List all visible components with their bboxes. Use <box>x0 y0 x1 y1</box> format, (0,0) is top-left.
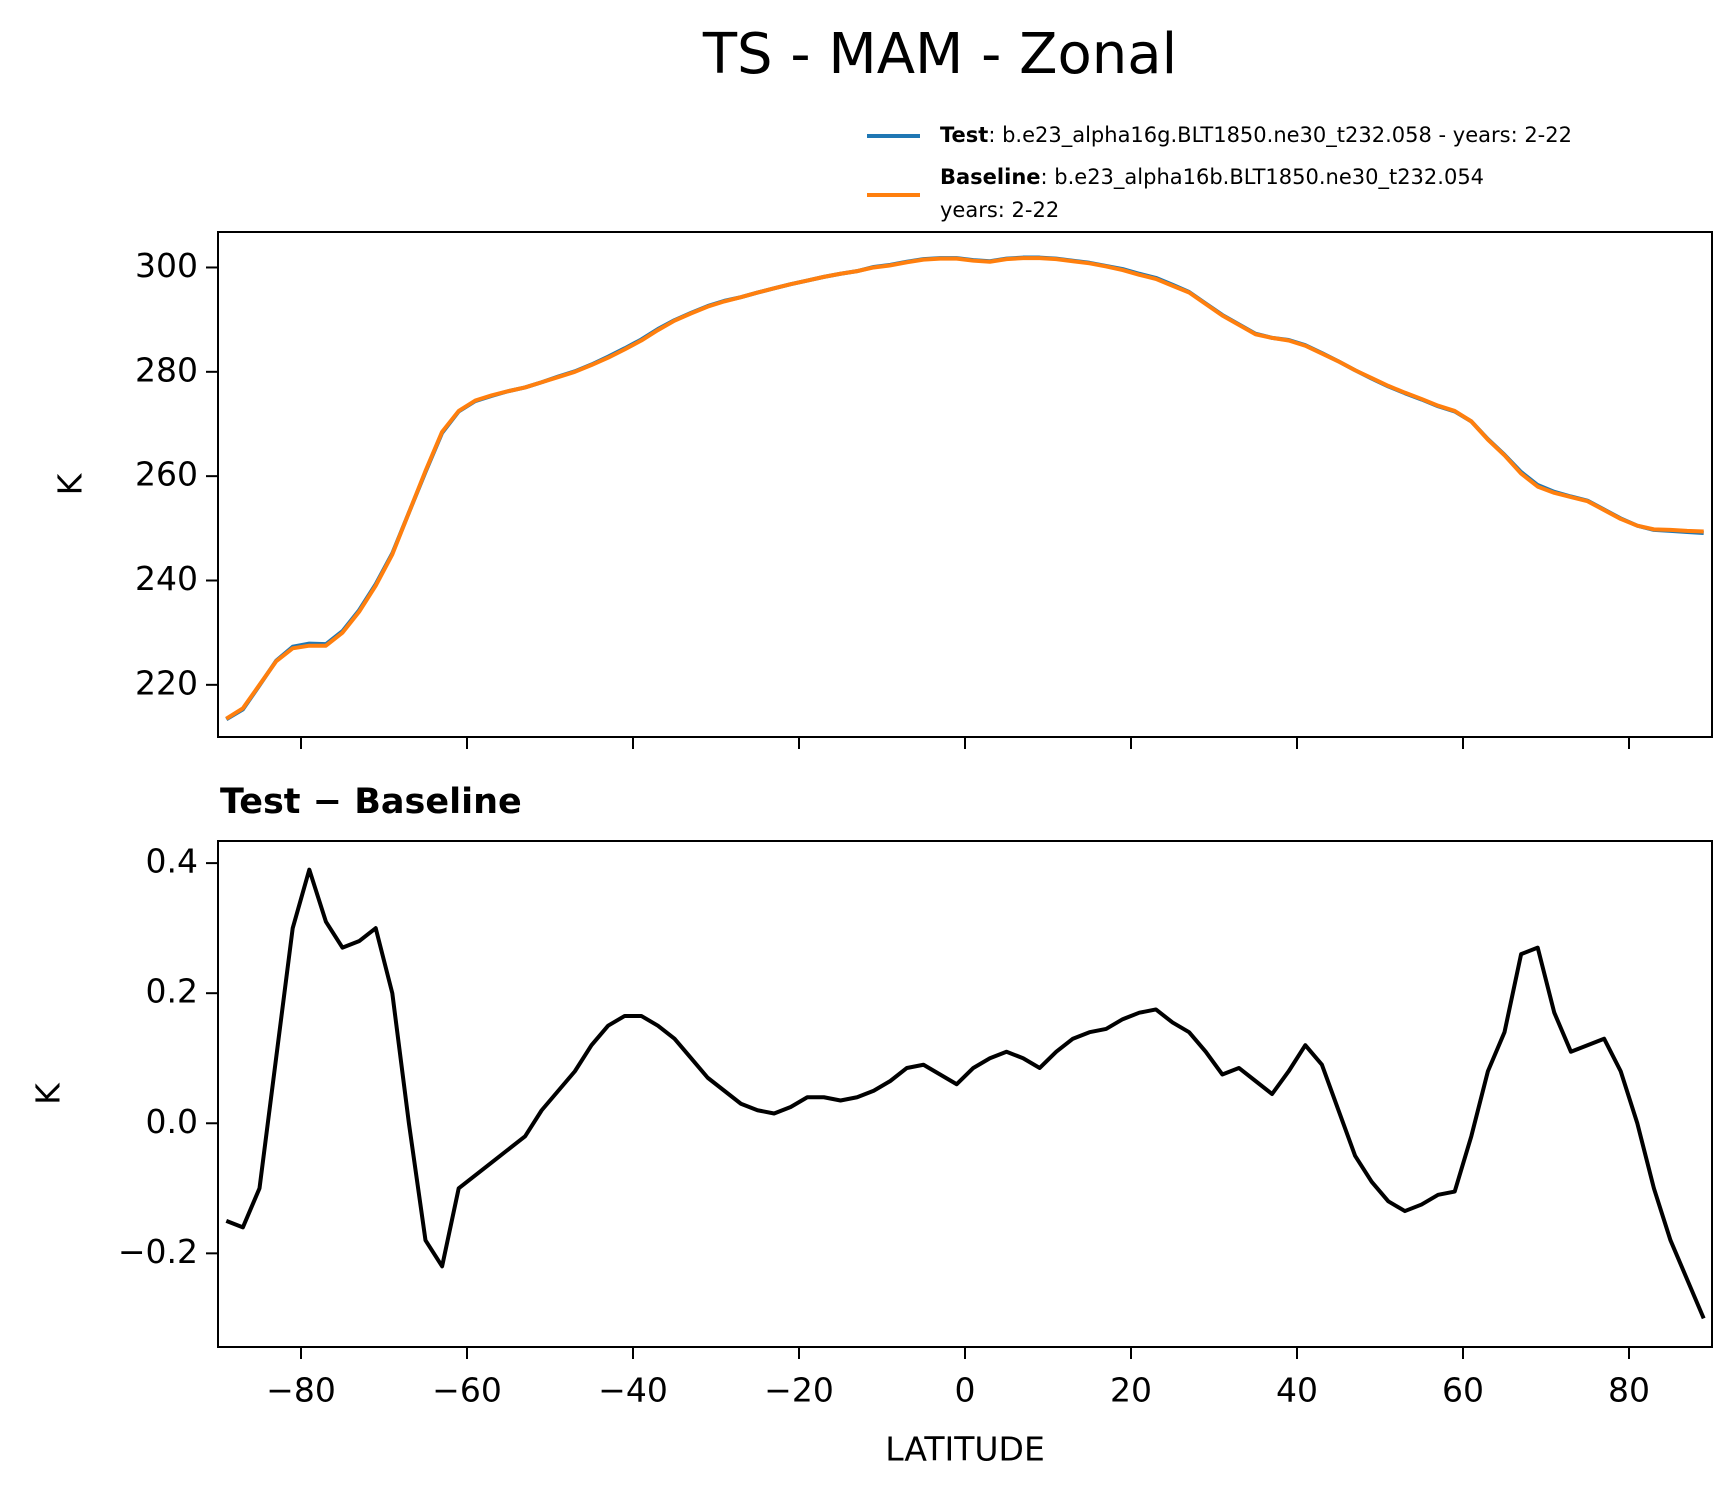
y-axis-label: K <box>51 472 90 495</box>
y-axis-label: K <box>29 1082 68 1105</box>
x-tick-label: 0 <box>955 1371 976 1410</box>
y-tick-label: 220 <box>135 663 198 702</box>
figure-title: TS - MAM - Zonal <box>702 22 1177 87</box>
legend-entry: Baseline: b.e23_alpha16b.BLT1850.ne30_t2… <box>940 165 1484 190</box>
legend-name: Test <box>940 123 988 147</box>
axes-frame <box>217 840 1713 1348</box>
x-tick-label: −80 <box>266 1371 336 1410</box>
legend-entry: Test: b.e23_alpha16g.BLT1850.ne30_t232.0… <box>940 123 1572 148</box>
x-tick-label: −60 <box>432 1371 502 1410</box>
legend-name: Baseline <box>940 165 1041 189</box>
y-tick-label: 280 <box>135 350 198 389</box>
y-tick-label: 300 <box>135 246 198 285</box>
x-tick-label: 20 <box>1110 1371 1152 1410</box>
subplot-title: Test − Baseline <box>220 782 522 822</box>
x-tick-label: 40 <box>1276 1371 1318 1410</box>
x-tick-label: 60 <box>1442 1371 1484 1410</box>
x-tick-label: −40 <box>598 1371 668 1410</box>
x-tick-label: −20 <box>764 1371 834 1410</box>
y-tick-label: 0.2 <box>146 972 198 1011</box>
x-axis-label: LATITUDE <box>885 1430 1045 1469</box>
x-tick-label: 80 <box>1608 1371 1650 1410</box>
data-line <box>225 256 1704 721</box>
data-line <box>225 867 1706 1320</box>
axes-frame <box>217 231 1713 738</box>
y-tick-label: −0.2 <box>118 1232 198 1271</box>
legend-text: years: 2-22 <box>940 198 1059 222</box>
y-tick-label: 0.4 <box>146 842 198 881</box>
y-tick-label: 0.0 <box>146 1102 198 1141</box>
y-tick-label: 240 <box>135 559 198 598</box>
legend-text: : b.e23_alpha16g.BLT1850.ne30_t232.058 -… <box>988 123 1572 148</box>
legend-text: : b.e23_alpha16b.BLT1850.ne30_t232.054 <box>1041 165 1485 190</box>
y-tick-label: 260 <box>135 455 198 494</box>
